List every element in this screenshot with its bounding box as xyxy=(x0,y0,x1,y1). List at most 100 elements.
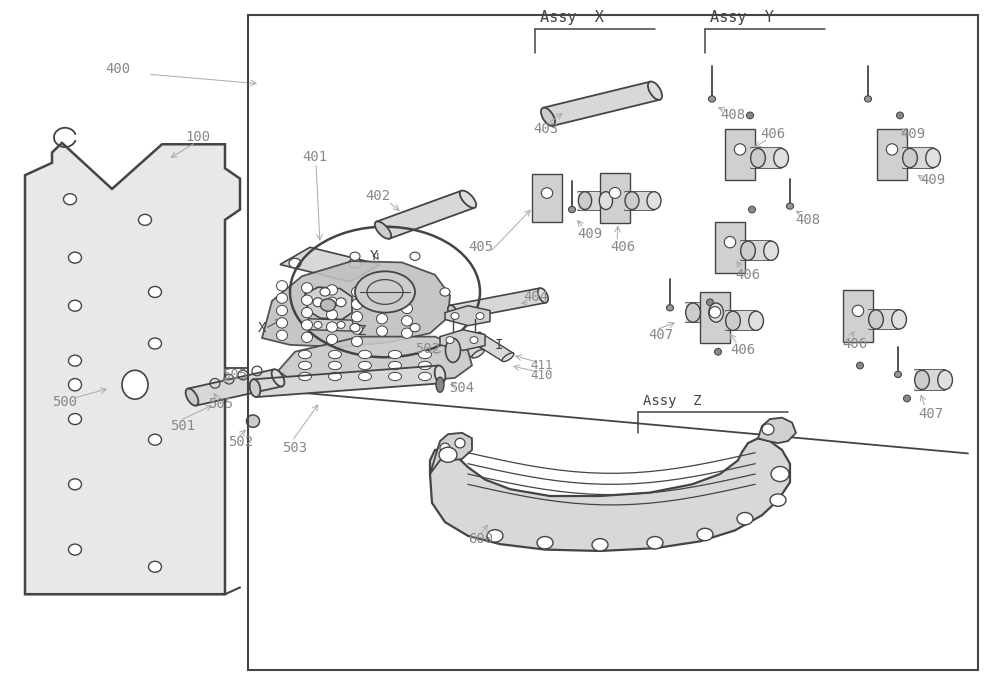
Ellipse shape xyxy=(647,537,663,549)
Polygon shape xyxy=(308,319,355,331)
Ellipse shape xyxy=(272,370,284,386)
Ellipse shape xyxy=(749,311,763,330)
Text: 401: 401 xyxy=(302,150,327,164)
Ellipse shape xyxy=(886,144,898,155)
Ellipse shape xyxy=(448,305,458,320)
Text: 408: 408 xyxy=(720,109,745,122)
Ellipse shape xyxy=(915,370,929,390)
Ellipse shape xyxy=(326,335,337,345)
Ellipse shape xyxy=(460,190,476,208)
Ellipse shape xyxy=(376,302,388,312)
Ellipse shape xyxy=(770,494,786,506)
Text: I: I xyxy=(495,338,503,352)
Bar xyxy=(600,173,630,223)
Ellipse shape xyxy=(537,537,553,549)
Ellipse shape xyxy=(852,305,864,317)
Ellipse shape xyxy=(337,322,345,328)
Ellipse shape xyxy=(250,379,260,397)
Ellipse shape xyxy=(352,312,362,322)
Ellipse shape xyxy=(328,350,341,359)
Ellipse shape xyxy=(186,389,198,405)
Ellipse shape xyxy=(302,308,312,317)
Ellipse shape xyxy=(502,353,514,361)
Text: 405: 405 xyxy=(468,240,493,254)
Ellipse shape xyxy=(402,316,413,326)
Ellipse shape xyxy=(68,355,82,366)
Text: Assy  Z: Assy Z xyxy=(643,394,702,408)
Ellipse shape xyxy=(774,148,788,168)
Ellipse shape xyxy=(314,322,322,328)
Ellipse shape xyxy=(376,326,388,337)
Polygon shape xyxy=(915,370,945,390)
Ellipse shape xyxy=(148,434,162,445)
Ellipse shape xyxy=(122,370,148,399)
Ellipse shape xyxy=(326,297,337,308)
Ellipse shape xyxy=(568,207,576,213)
Ellipse shape xyxy=(410,324,420,332)
Ellipse shape xyxy=(276,330,288,340)
Ellipse shape xyxy=(352,337,362,347)
Ellipse shape xyxy=(276,293,288,304)
Ellipse shape xyxy=(418,372,432,381)
Text: 411: 411 xyxy=(530,359,552,372)
Text: 407: 407 xyxy=(918,407,943,420)
Text: 400: 400 xyxy=(105,62,130,76)
Ellipse shape xyxy=(864,96,872,102)
Ellipse shape xyxy=(138,214,152,225)
Polygon shape xyxy=(25,143,240,594)
Ellipse shape xyxy=(709,306,721,318)
Ellipse shape xyxy=(734,144,746,155)
Text: 502: 502 xyxy=(228,435,253,449)
Ellipse shape xyxy=(302,295,312,305)
Ellipse shape xyxy=(302,320,312,330)
Ellipse shape xyxy=(541,188,553,199)
Ellipse shape xyxy=(726,311,740,330)
Ellipse shape xyxy=(904,395,910,402)
Ellipse shape xyxy=(578,192,592,210)
Ellipse shape xyxy=(447,333,459,341)
Bar xyxy=(715,221,745,273)
Polygon shape xyxy=(741,241,771,260)
Text: Assy  X: Assy X xyxy=(540,10,604,25)
Ellipse shape xyxy=(469,333,481,341)
Ellipse shape xyxy=(599,192,613,210)
Polygon shape xyxy=(543,82,660,126)
Bar xyxy=(843,291,873,342)
Ellipse shape xyxy=(298,361,312,370)
Ellipse shape xyxy=(708,96,716,102)
Ellipse shape xyxy=(64,194,76,205)
Ellipse shape xyxy=(68,379,82,391)
Ellipse shape xyxy=(926,148,940,168)
Ellipse shape xyxy=(402,328,413,339)
Polygon shape xyxy=(447,333,484,358)
Ellipse shape xyxy=(938,370,952,390)
Ellipse shape xyxy=(320,299,336,311)
Polygon shape xyxy=(430,438,790,551)
Ellipse shape xyxy=(746,112,754,119)
Polygon shape xyxy=(445,306,490,326)
Ellipse shape xyxy=(436,377,444,392)
Polygon shape xyxy=(726,311,756,330)
Ellipse shape xyxy=(328,372,341,381)
Ellipse shape xyxy=(625,192,639,210)
Ellipse shape xyxy=(352,287,362,297)
Ellipse shape xyxy=(869,310,883,329)
Ellipse shape xyxy=(326,285,337,295)
Bar xyxy=(248,15,978,670)
Text: Y: Y xyxy=(370,249,378,262)
Circle shape xyxy=(355,271,415,313)
Ellipse shape xyxy=(350,324,360,332)
Ellipse shape xyxy=(388,372,402,381)
Ellipse shape xyxy=(741,241,755,260)
Text: 100: 100 xyxy=(185,131,210,144)
Text: 403: 403 xyxy=(533,122,558,136)
Polygon shape xyxy=(869,310,899,329)
Ellipse shape xyxy=(446,339,460,363)
Ellipse shape xyxy=(302,333,312,343)
Text: Assy  Y: Assy Y xyxy=(710,10,774,25)
Ellipse shape xyxy=(666,305,674,311)
Text: 504: 504 xyxy=(449,381,474,395)
Ellipse shape xyxy=(609,188,621,199)
Text: 409: 409 xyxy=(900,127,925,141)
Ellipse shape xyxy=(724,236,736,248)
